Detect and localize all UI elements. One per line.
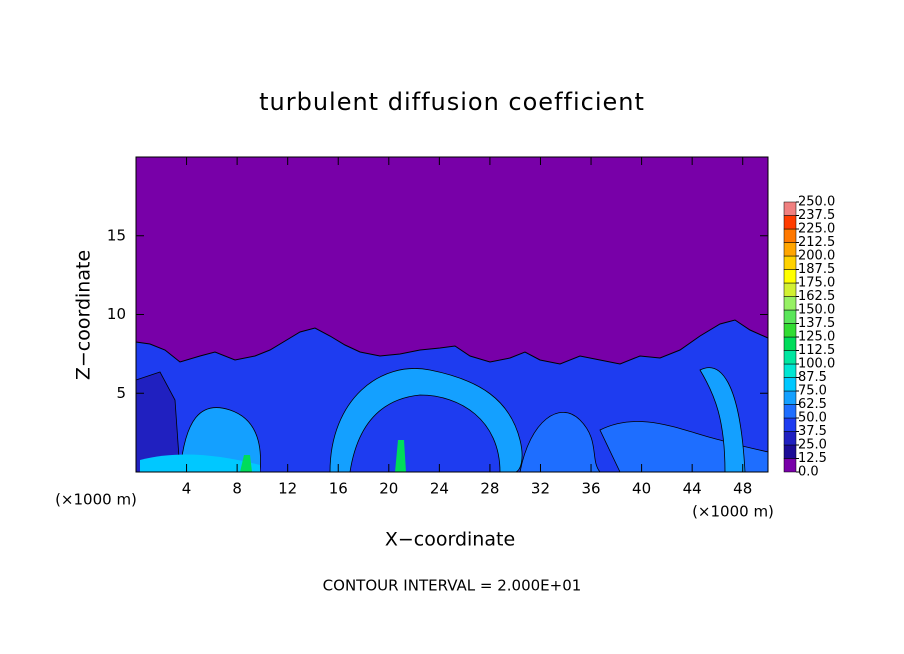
colorbar-bin	[783, 363, 797, 378]
colorbar-bin	[783, 215, 797, 230]
annotation: CONTOUR INTERVAL = 2.000E+01	[323, 577, 582, 595]
x-tick-label: 16	[329, 480, 348, 498]
x-tick-label: 32	[531, 480, 550, 498]
field-region	[395, 440, 406, 472]
x-tick-label: 48	[733, 480, 752, 498]
colorbar-label: 12.5	[798, 451, 827, 466]
colorbar-bin	[783, 444, 797, 459]
x-tick-label: 44	[683, 480, 702, 498]
colorbar-label: 237.5	[798, 208, 835, 223]
colorbar-label: 175.0	[798, 276, 835, 291]
colorbar-bin	[783, 350, 797, 365]
colorbar-label: 225.0	[798, 222, 835, 237]
x-tick-label: 4	[182, 480, 192, 498]
y-unit-label: (×1000 m)	[55, 491, 137, 509]
x-tick-label: 12	[278, 480, 297, 498]
colorbar-label: 162.5	[798, 289, 835, 304]
colorbar-bin	[783, 296, 797, 311]
colorbar-bin	[783, 336, 797, 351]
chart-title: turbulent diffusion coefficient	[259, 88, 645, 116]
field	[135, 157, 769, 473]
colorbar-bin	[783, 390, 797, 405]
colorbar-label: 187.5	[798, 262, 835, 277]
colorbar-label: 250.0	[798, 195, 835, 210]
y-tick-label: 5	[116, 384, 126, 402]
colorbar-bin	[783, 201, 797, 216]
colorbar-label: 200.0	[798, 249, 835, 264]
x-tick-label: 24	[430, 480, 449, 498]
x-unit-label: (×1000 m)	[692, 503, 774, 521]
x-tick-label: 20	[379, 480, 398, 498]
colorbar-label: 25.0	[798, 438, 827, 453]
colorbar-label: 150.0	[798, 303, 835, 318]
colorbar-label: 75.0	[798, 384, 827, 399]
x-tick-label: 40	[632, 480, 651, 498]
colorbar-bin	[783, 282, 797, 297]
colorbar-bin	[783, 377, 797, 392]
colorbar-label: 50.0	[798, 411, 827, 426]
colorbar-label: 112.5	[798, 343, 835, 358]
colorbar-label: 87.5	[798, 370, 827, 385]
x-tick-label: 8	[232, 480, 242, 498]
field-region	[329, 368, 523, 473]
colorbar-label: 37.5	[798, 424, 827, 439]
y-axis-label: Z−coordinate	[73, 250, 95, 380]
colorbar-bin	[783, 242, 797, 257]
colorbar-label: 212.5	[798, 235, 835, 250]
colorbar-bin	[783, 255, 797, 270]
colorbar-bin	[783, 269, 797, 284]
colorbar-bin	[783, 228, 797, 243]
colorbar-label: 0.0	[798, 465, 819, 480]
x-tick-label: 36	[581, 480, 600, 498]
x-axis-label: X−coordinate	[385, 529, 515, 551]
colorbar-label: 125.0	[798, 330, 835, 345]
colorbar-label: 62.5	[798, 397, 827, 412]
y-tick-label: 10	[107, 305, 126, 323]
field-region	[140, 454, 260, 472]
colorbar-bin	[783, 309, 797, 324]
y-tick-label: 15	[107, 226, 126, 244]
field-region	[240, 455, 252, 472]
colorbar-bin	[783, 417, 797, 432]
colorbar-bin	[783, 431, 797, 446]
colorbar-label: 137.5	[798, 316, 835, 331]
colorbar-bin	[783, 323, 797, 338]
field-region	[519, 412, 601, 473]
colorbar-label: 100.0	[798, 357, 835, 372]
colorbar-bin	[783, 404, 797, 419]
colorbar-bin	[783, 458, 797, 473]
x-tick-label: 28	[480, 480, 499, 498]
